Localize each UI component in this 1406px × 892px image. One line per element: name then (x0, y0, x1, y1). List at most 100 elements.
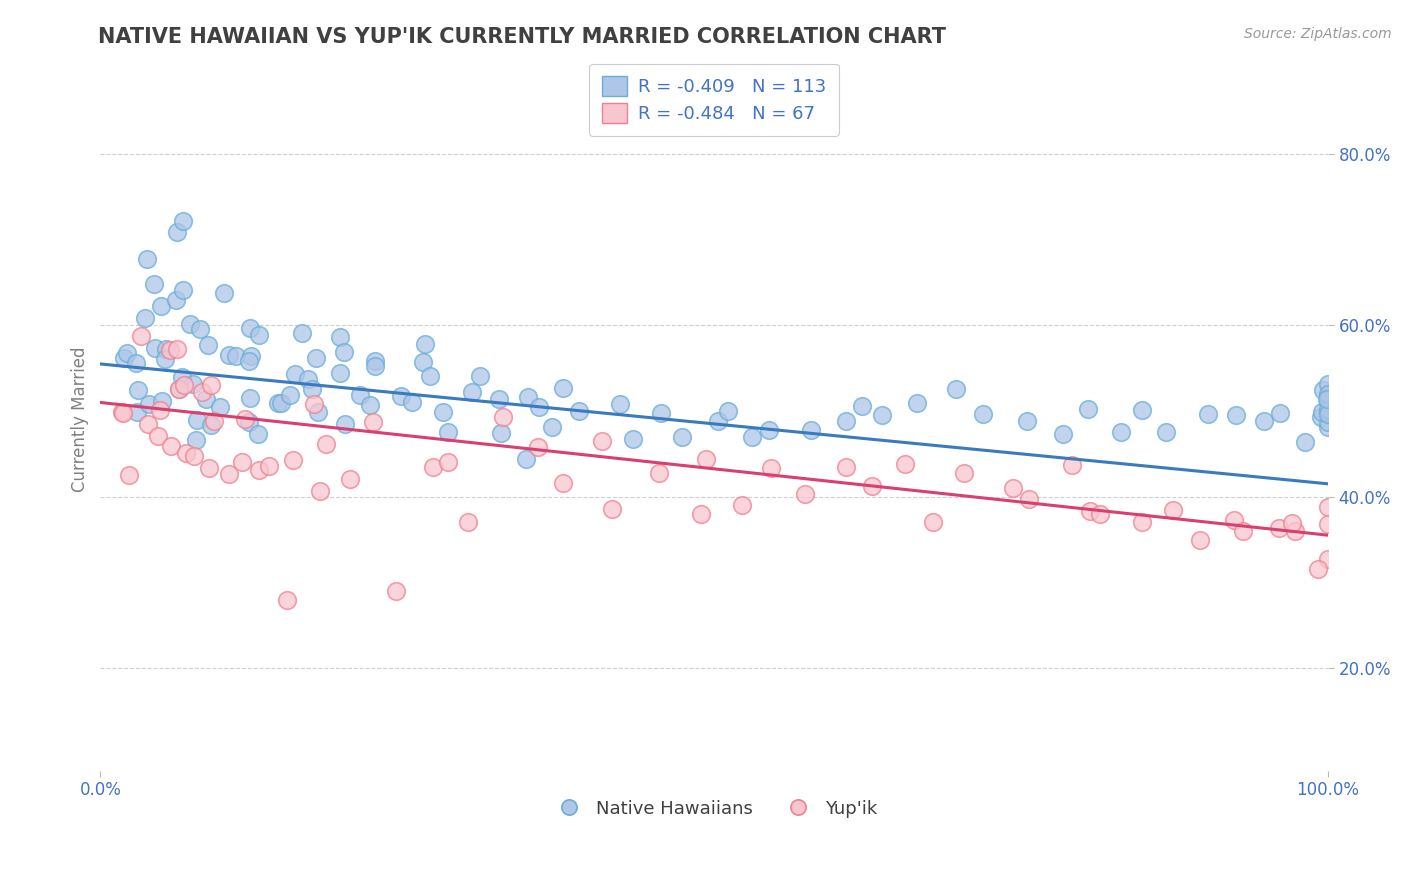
Point (568, 403, 591, 417)
Point (247, 463, 270, 477)
Point (1161, 502, 1184, 516)
Point (741, 430, 763, 444)
Point (1060, 458, 1083, 472)
Point (1317, 420, 1340, 434)
Y-axis label: Currently Married: Currently Married (72, 347, 89, 492)
Point (143, 277, 166, 292)
Point (291, 326, 314, 341)
Point (1232, 524, 1254, 539)
Point (165, 293, 187, 307)
Point (862, 479, 884, 493)
Point (339, 472, 361, 486)
Point (489, 426, 512, 441)
Point (851, 399, 873, 413)
Point (181, 377, 204, 392)
Point (1188, 533, 1211, 547)
Point (418, 369, 440, 384)
Point (1317, 396, 1340, 410)
Point (186, 434, 208, 448)
Point (794, 487, 817, 501)
Point (125, 355, 148, 369)
Point (731, 498, 754, 512)
Point (160, 439, 183, 453)
Point (136, 417, 159, 431)
Point (309, 483, 332, 498)
Point (225, 349, 247, 363)
Point (401, 395, 423, 409)
Point (276, 592, 298, 607)
Point (1015, 414, 1038, 428)
Point (1312, 383, 1334, 397)
Text: Source: ZipAtlas.com: Source: ZipAtlas.com (1244, 27, 1392, 41)
Point (1317, 386, 1340, 401)
Point (1088, 507, 1111, 521)
Point (893, 457, 915, 471)
Point (125, 405, 148, 419)
Point (650, 406, 672, 420)
Point (689, 508, 711, 522)
Point (1197, 407, 1219, 421)
Point (922, 515, 945, 529)
Point (364, 353, 387, 368)
Point (526, 440, 548, 454)
Point (150, 393, 173, 408)
Point (1294, 434, 1316, 449)
Point (270, 396, 292, 410)
Point (389, 389, 412, 403)
Point (239, 349, 262, 363)
Point (1310, 405, 1333, 419)
Point (194, 392, 217, 406)
Point (111, 405, 134, 419)
Point (167, 382, 190, 396)
Point (315, 437, 337, 451)
Point (359, 398, 381, 412)
Point (134, 311, 156, 326)
Point (759, 461, 782, 475)
Point (149, 300, 172, 314)
Point (202, 414, 225, 428)
Point (647, 466, 669, 480)
Point (170, 369, 193, 384)
Point (169, 382, 191, 396)
Point (115, 346, 138, 360)
Point (1317, 391, 1340, 405)
Point (301, 382, 323, 396)
Point (695, 452, 717, 467)
Point (1223, 512, 1246, 526)
Point (591, 434, 613, 449)
Point (1310, 410, 1333, 425)
Point (468, 369, 491, 384)
Point (239, 320, 262, 334)
Point (173, 377, 195, 392)
Point (515, 451, 537, 466)
Point (127, 383, 149, 397)
Point (945, 383, 967, 397)
Point (540, 419, 562, 434)
Point (200, 377, 222, 392)
Point (297, 372, 319, 386)
Point (247, 427, 270, 442)
Point (972, 407, 994, 421)
Point (412, 355, 434, 369)
Point (149, 403, 172, 417)
Point (363, 416, 385, 430)
Point (329, 366, 352, 380)
Point (1284, 524, 1306, 538)
Point (218, 348, 240, 362)
Point (1076, 402, 1098, 417)
Point (218, 467, 240, 481)
Point (457, 515, 479, 529)
Point (1154, 425, 1177, 439)
Point (208, 400, 231, 414)
Point (527, 400, 550, 414)
Point (1317, 416, 1340, 430)
Point (235, 411, 257, 425)
Point (432, 405, 454, 419)
Point (385, 584, 408, 599)
Point (800, 424, 823, 438)
Point (1052, 427, 1074, 442)
Point (159, 343, 181, 357)
Point (278, 388, 301, 402)
Point (131, 329, 153, 343)
Point (671, 430, 693, 444)
